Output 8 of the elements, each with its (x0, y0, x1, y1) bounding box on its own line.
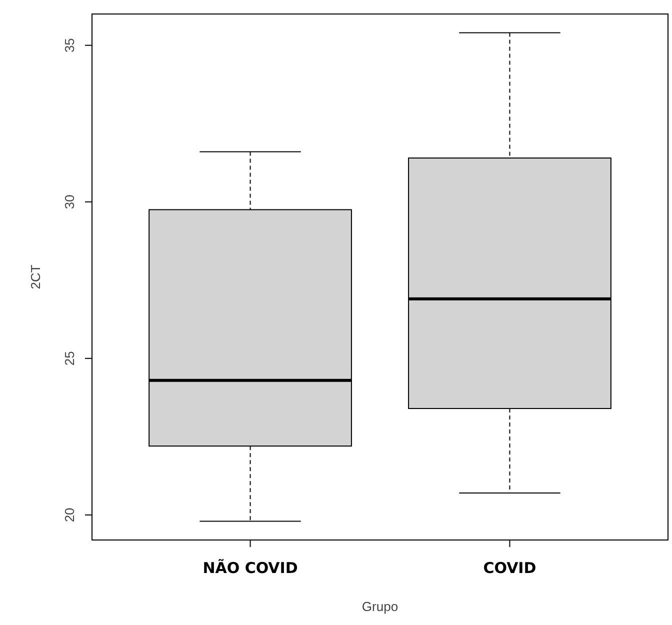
y-tick-label: 20 (62, 508, 77, 522)
y-tick-label: 30 (62, 194, 77, 210)
x-tick-label: NÃO COVID (202, 559, 298, 577)
x-tick-label: COVID (483, 559, 536, 577)
y-tick-label: 25 (62, 351, 77, 366)
y-axis-title: 2CT (28, 264, 43, 290)
x-axis-title: Grupo (362, 599, 398, 614)
y-tick-label: 35 (62, 38, 77, 53)
